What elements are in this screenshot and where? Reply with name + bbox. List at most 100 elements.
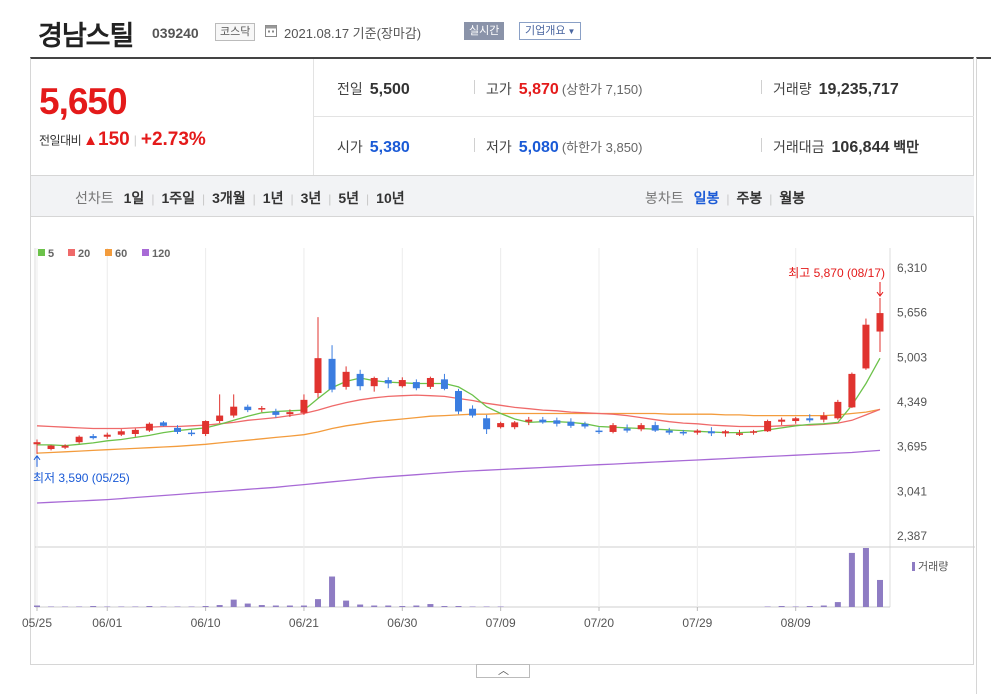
tab-monthly[interactable]: 월봉 [779, 190, 806, 206]
volume-bar [343, 600, 350, 607]
stock-name: 경남스틸 [38, 21, 134, 51]
volume-bar [34, 605, 40, 607]
stats-row-1: 전일 5,500 고가 5,870 (상한가 7,150) 거래량 19,235,717 [314, 59, 974, 117]
low-label: 저가 [486, 139, 512, 155]
volume-bar [216, 605, 223, 607]
candle-body [567, 421, 575, 426]
min-annotation: 최저 3,590 (05/25) [33, 471, 130, 485]
volume-bar [272, 605, 279, 607]
candle-body [370, 377, 378, 387]
up-arrow-icon: ▲ [83, 131, 99, 149]
candle-body [623, 428, 631, 431]
price-box: 5,650 전일대비 ▲150 | +2.73% [31, 59, 314, 175]
tab-1week[interactable]: 1주일 [161, 190, 195, 206]
candle-body [764, 421, 772, 432]
volume-bar [441, 606, 448, 607]
divider [474, 138, 475, 152]
candle-body [398, 380, 406, 387]
x-tick-label: 08/09 [781, 616, 811, 630]
volume-bar [244, 603, 251, 607]
diff-rate: +2.73% [140, 129, 206, 150]
max-annotation: 최고 5,870 (08/17) [788, 266, 885, 280]
volume-bar [427, 604, 434, 607]
candle-body [820, 415, 828, 420]
y-tick-label: 5,003 [897, 350, 927, 364]
candle-body [216, 415, 224, 422]
candle-body [792, 418, 800, 422]
candle-body [328, 358, 336, 390]
candle-body [736, 433, 743, 435]
candle-body [384, 380, 392, 384]
x-tick-label: 06/01 [92, 616, 122, 630]
candle-body [356, 373, 364, 387]
high-label: 고가 [486, 81, 512, 97]
trade-value-unit: 백만 [893, 139, 920, 155]
y-tick-label: 2,387 [897, 529, 927, 543]
candle-body [693, 430, 701, 433]
volume-bar [413, 605, 420, 607]
company-info-label: 기업개요 [525, 25, 566, 37]
candle-body [778, 419, 786, 422]
tab-3month[interactable]: 3개월 [212, 190, 246, 206]
y-tick-label: 3,695 [897, 440, 927, 454]
max-arrow-head-icon [876, 291, 884, 297]
candle-body [342, 371, 350, 387]
candle-body [750, 431, 758, 433]
candle-body [244, 406, 252, 411]
side-panel-edge [976, 57, 991, 694]
candle-body [314, 358, 322, 394]
candle-body [61, 445, 69, 448]
volume-value: 19,235,717 [818, 81, 899, 98]
tab-5year[interactable]: 5년 [338, 190, 360, 206]
volume-legend-swatch [912, 562, 915, 571]
divider [761, 138, 762, 152]
x-tick-label: 07/20 [584, 616, 614, 630]
candle-body [707, 431, 715, 434]
tab-1day[interactable]: 1일 [123, 190, 145, 206]
candle-body [581, 423, 589, 427]
base-date: 2021.08.17 기준(장마감) [284, 26, 422, 41]
candle-body [609, 425, 617, 432]
tab-daily[interactable]: 일봉 [693, 190, 720, 206]
volume-bar [848, 552, 855, 607]
chevron-down-icon: ▼ [567, 27, 576, 36]
diff-value: 150 [98, 129, 130, 150]
volume-label: 거래량 [918, 560, 948, 573]
tab-1year[interactable]: 1년 [262, 190, 284, 206]
candle-body [834, 401, 842, 419]
trade-value: 거래대금 106,844 백만 [773, 137, 919, 157]
candle-body [483, 418, 491, 430]
candle-body [426, 377, 434, 387]
volume-bar [230, 599, 237, 607]
low-price: 저가 5,080 (하한가 3,850) [486, 137, 643, 157]
stock-header: 경남스틸 039240 코스닥 2021.08.17 기준(장마감) 실시간 기… [0, 0, 991, 58]
volume-bar [286, 605, 293, 607]
chart-tab-bar: 선차트 1일 | 1주일 | 3개월 | 1년 | 3년 | 5년 | 10년 봉차트 일봉 | 주봉 | 월봉 [31, 175, 974, 217]
market-badge: 코스닥 [215, 23, 256, 41]
volume-bar [834, 602, 841, 607]
divider: | [769, 192, 773, 206]
divider [761, 80, 762, 94]
candle-body [679, 431, 687, 434]
current-price: 5,650 [39, 81, 128, 122]
ma120-line [36, 449, 881, 504]
x-tick-label: 05/25 [22, 616, 52, 630]
y-tick-label: 3,041 [897, 484, 927, 498]
candle-body [862, 324, 870, 369]
candle-body [258, 408, 266, 410]
candle-body [876, 313, 884, 332]
tab-10year[interactable]: 10년 [376, 190, 405, 206]
legend-swatch [68, 249, 75, 256]
volume-label: 거래량 [773, 81, 812, 97]
line-chart-tabs: 선차트 1일 | 1주일 | 3개월 | 1년 | 3년 | 5년 | 10년 [75, 188, 405, 208]
collapse-button[interactable]: ︿ [476, 664, 530, 678]
tab-3year[interactable]: 3년 [300, 190, 322, 206]
tab-weekly[interactable]: 주봉 [736, 190, 763, 206]
line-chart-label: 선차트 [75, 190, 114, 206]
divider: | [726, 192, 730, 206]
company-info-button[interactable]: 기업개요 ▼ [519, 22, 582, 40]
candle-body [806, 418, 814, 421]
realtime-button[interactable]: 실시간 [464, 22, 505, 40]
candle-body [539, 419, 547, 423]
